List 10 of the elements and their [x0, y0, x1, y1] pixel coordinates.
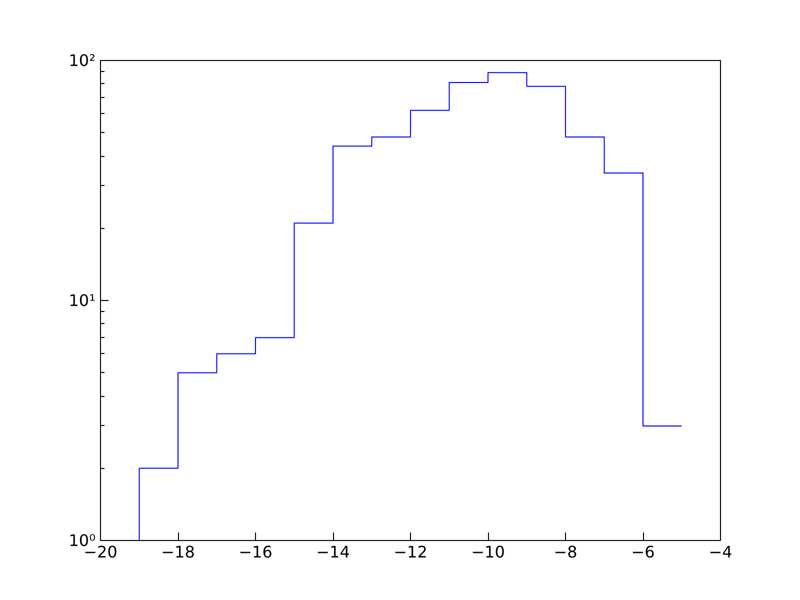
- x-tick-label: −14: [316, 542, 350, 562]
- x-tick-label: −16: [238, 542, 272, 562]
- x-tick-label: −18: [161, 542, 195, 562]
- x-tick-label: −12: [394, 542, 428, 562]
- x-tick-label: −6: [631, 542, 655, 562]
- y-tick-label: 10²: [68, 51, 96, 70]
- x-tick-label: −10: [471, 542, 505, 562]
- x-tick-label: −8: [554, 542, 578, 562]
- x-tick-label: −4: [708, 542, 732, 562]
- y-tick-label: 10¹: [68, 291, 96, 310]
